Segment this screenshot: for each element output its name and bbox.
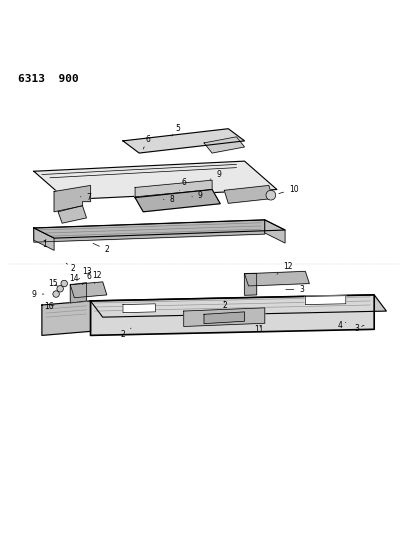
Text: 12: 12 bbox=[277, 262, 293, 274]
Polygon shape bbox=[305, 296, 346, 304]
Polygon shape bbox=[54, 185, 91, 212]
Polygon shape bbox=[58, 206, 86, 223]
Polygon shape bbox=[70, 282, 107, 298]
Polygon shape bbox=[244, 273, 257, 295]
Polygon shape bbox=[135, 190, 220, 212]
Text: 6: 6 bbox=[212, 318, 217, 327]
Polygon shape bbox=[123, 129, 244, 153]
Polygon shape bbox=[204, 137, 244, 153]
Polygon shape bbox=[265, 220, 285, 243]
Polygon shape bbox=[184, 308, 265, 327]
Text: 16: 16 bbox=[44, 302, 54, 311]
Polygon shape bbox=[224, 185, 273, 203]
Polygon shape bbox=[34, 228, 54, 251]
Text: 2: 2 bbox=[121, 328, 131, 340]
Polygon shape bbox=[123, 304, 155, 313]
Circle shape bbox=[53, 291, 59, 297]
Polygon shape bbox=[34, 161, 277, 200]
Polygon shape bbox=[204, 312, 244, 324]
Polygon shape bbox=[42, 301, 91, 335]
Text: 2: 2 bbox=[222, 301, 227, 310]
Text: 2: 2 bbox=[66, 263, 75, 272]
Text: 3: 3 bbox=[286, 285, 304, 294]
Text: 2: 2 bbox=[313, 297, 324, 306]
Circle shape bbox=[266, 190, 276, 200]
Text: 6313  900: 6313 900 bbox=[18, 74, 78, 84]
Text: 15: 15 bbox=[48, 279, 58, 288]
Text: 14: 14 bbox=[65, 273, 79, 285]
Text: 9: 9 bbox=[192, 191, 203, 200]
Text: 6: 6 bbox=[82, 272, 91, 285]
Text: 7: 7 bbox=[80, 192, 91, 201]
Polygon shape bbox=[34, 220, 285, 238]
Text: 10: 10 bbox=[279, 184, 299, 193]
Polygon shape bbox=[244, 271, 309, 286]
Text: 12: 12 bbox=[93, 271, 102, 284]
Text: 4: 4 bbox=[244, 279, 257, 288]
Polygon shape bbox=[34, 220, 265, 242]
Text: 6: 6 bbox=[180, 179, 186, 190]
Polygon shape bbox=[91, 295, 386, 317]
Circle shape bbox=[61, 280, 67, 287]
Polygon shape bbox=[91, 295, 374, 335]
Text: 11: 11 bbox=[255, 325, 264, 334]
Text: 8: 8 bbox=[164, 196, 174, 205]
Text: 2: 2 bbox=[93, 244, 109, 254]
Text: 6: 6 bbox=[143, 135, 150, 149]
Text: 9: 9 bbox=[210, 171, 221, 180]
Text: 3: 3 bbox=[354, 325, 364, 333]
Text: 4: 4 bbox=[338, 321, 346, 330]
Polygon shape bbox=[70, 282, 86, 303]
Text: 9: 9 bbox=[32, 290, 44, 299]
Circle shape bbox=[57, 286, 63, 292]
Text: 13: 13 bbox=[78, 267, 92, 279]
Text: 1: 1 bbox=[42, 239, 47, 249]
Text: 5: 5 bbox=[172, 124, 180, 136]
Polygon shape bbox=[135, 180, 212, 197]
